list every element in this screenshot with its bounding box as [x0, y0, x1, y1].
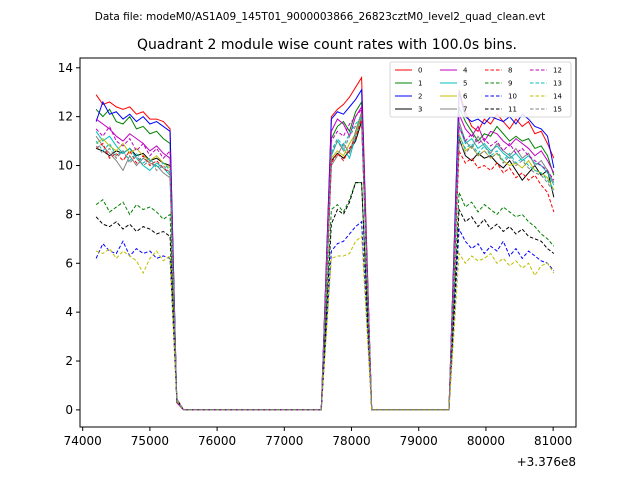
series-line-15 [95, 117, 555, 411]
x-tick-label: 78000 [332, 434, 370, 448]
series-line-2 [95, 88, 555, 411]
series-line-5 [95, 116, 555, 411]
y-tick-label: 2 [65, 354, 73, 368]
legend-label-2: 2 [418, 93, 422, 101]
legend-label-9: 9 [508, 80, 512, 88]
x-tick-label: 81000 [534, 434, 572, 448]
series-line-3 [95, 121, 555, 411]
legend-label-7: 7 [463, 106, 467, 114]
series-line-8 [95, 118, 555, 411]
legend-label-4: 4 [463, 67, 468, 75]
chart-title: Quadrant 2 module wise count rates with … [137, 37, 517, 53]
y-tick-label: 12 [58, 110, 73, 124]
legend-label-11: 11 [508, 106, 517, 114]
x-tick-label: 75000 [131, 434, 169, 448]
series-line-11 [95, 182, 555, 411]
legend-label-15: 15 [553, 106, 562, 114]
legend-label-13: 13 [553, 80, 562, 88]
series-layer [95, 75, 555, 411]
y-tick-label: 10 [58, 159, 73, 173]
x-axis: 74000 75000 76000 77000 78000 79000 80000 81000 [64, 427, 572, 448]
legend-label-14: 14 [553, 93, 562, 101]
legend-label-6: 6 [463, 93, 468, 101]
series-line-13 [95, 115, 555, 411]
y-tick-label: 6 [65, 256, 73, 270]
x-tick-label: 77000 [265, 434, 303, 448]
legend-label-5: 5 [463, 80, 467, 88]
x-tick-label: 80000 [467, 434, 505, 448]
x-tick-label: 79000 [400, 434, 438, 448]
legend-frame [389, 61, 572, 118]
legend-label-10: 10 [508, 93, 517, 101]
legend-label-0: 0 [418, 67, 422, 75]
y-tick-label: 4 [65, 305, 73, 319]
x-tick-label: 74000 [64, 434, 102, 448]
legend-label-12: 12 [553, 67, 562, 75]
y-tick-label: 8 [65, 207, 73, 221]
plot-area-frame [79, 57, 577, 428]
series-line-6 [95, 114, 555, 411]
series-line-9 [95, 182, 555, 411]
y-tick-label: 14 [58, 61, 73, 75]
y-axis: 0 2 4 6 8 10 12 14 [58, 61, 80, 417]
x-offset-label: +3.376e8 [517, 455, 576, 469]
legend-label-3: 3 [418, 106, 422, 114]
x-tick-label: 76000 [198, 434, 236, 448]
legend-label-1: 1 [418, 80, 422, 88]
legend-label-8: 8 [508, 67, 512, 75]
series-line-14 [95, 235, 555, 411]
figure-suptitle: Data file: modeM0/AS1A09_145T01_90000038… [95, 11, 546, 23]
y-tick-label: 0 [65, 403, 73, 417]
